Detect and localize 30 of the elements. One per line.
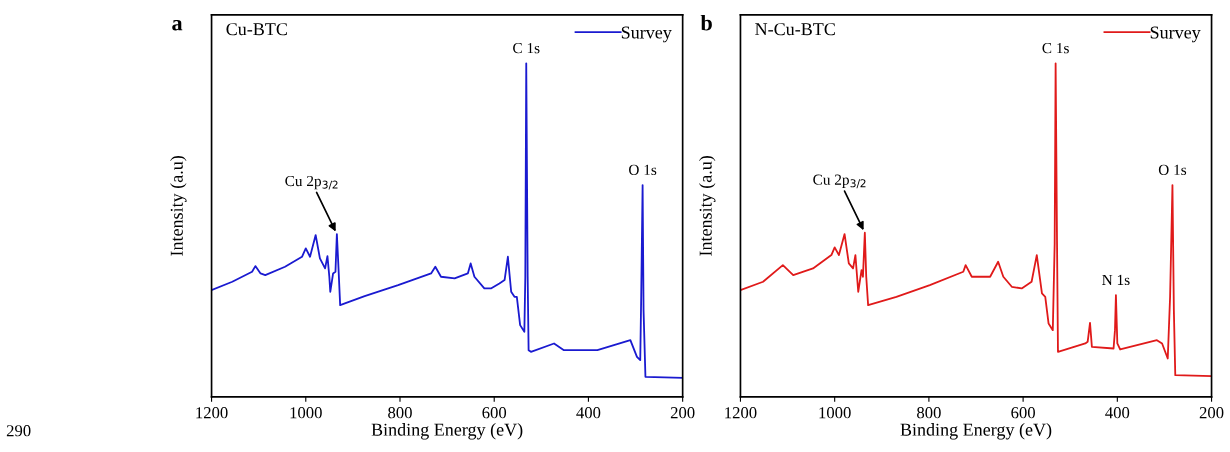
annotation: O 1s xyxy=(629,164,657,175)
chart-title: b xyxy=(700,14,712,31)
legend-label: Survey xyxy=(1150,26,1201,43)
x-axis-title: Binding Energy (eV) xyxy=(900,423,1052,440)
annotation: C 1s xyxy=(513,42,540,54)
y-axis-title: Intensity (a.u) xyxy=(170,156,187,256)
x-tick-label: 200 xyxy=(670,407,695,419)
y-axis-title: Intensity (a.u) xyxy=(699,156,716,256)
x-tick-label: 1000 xyxy=(290,407,322,419)
x-tick-label: 400 xyxy=(1105,407,1130,419)
chart-subtitle: N-Cu-BTC xyxy=(755,23,835,36)
legend-label: Survey xyxy=(621,26,672,43)
x-tick-label: 800 xyxy=(917,407,941,419)
x-tick-label: 800 xyxy=(388,407,412,419)
x-tick-label: 600 xyxy=(482,407,507,419)
chart-title: a xyxy=(172,19,183,31)
x-axis-title: Binding Energy (eV) xyxy=(371,423,523,440)
x-tick-label: 400 xyxy=(576,407,601,419)
annotation: O 1s xyxy=(1158,164,1187,175)
x-tick-label: 200 xyxy=(1199,407,1224,419)
annotation: N 1s xyxy=(1102,274,1130,286)
x-tick-label: 1200 xyxy=(196,407,228,419)
x-tick-label: 1000 xyxy=(819,407,851,419)
chart-subtitle: Cu-BTC xyxy=(226,23,287,36)
annotation: Cu 2p$_{3/2}$ xyxy=(285,175,338,190)
text: 290 xyxy=(6,425,31,437)
x-tick-label: 1200 xyxy=(725,407,757,419)
annotation: Cu 2p$_{3/2}$ xyxy=(813,174,866,189)
annotation: C 1s xyxy=(1042,42,1069,54)
x-tick-label: 600 xyxy=(1011,407,1035,419)
